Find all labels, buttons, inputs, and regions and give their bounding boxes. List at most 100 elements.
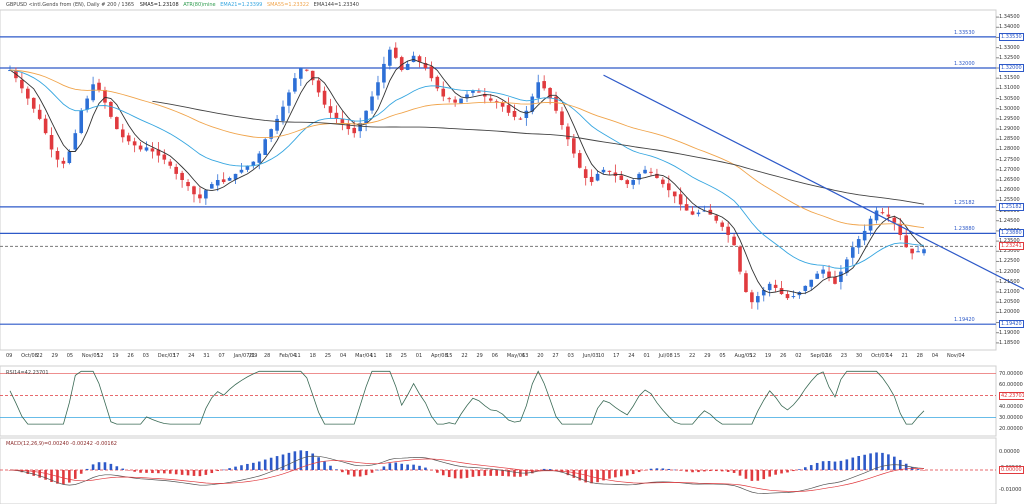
x-axis-label: 30	[855, 353, 863, 359]
x-axis-label: 25	[324, 353, 332, 359]
macd-signal-line	[9, 458, 924, 492]
x-axis-label: 11	[294, 353, 301, 359]
macd-histogram-bar	[234, 466, 237, 470]
candle-body	[79, 110, 84, 133]
x-axis-label: 01	[643, 353, 650, 359]
candle-body	[892, 217, 897, 223]
macd-histogram-bar	[554, 470, 558, 471]
macd-histogram-bar	[507, 470, 510, 477]
level-price-tag: 1.19420	[999, 320, 1024, 329]
candle-body	[221, 179, 226, 183]
candle-body	[922, 249, 926, 254]
macd-histogram-bar	[679, 470, 682, 471]
macd-histogram-bar	[263, 459, 267, 470]
macd-histogram-bar	[370, 470, 374, 473]
macd-histogram-bar	[299, 450, 303, 470]
sma5-line	[9, 58, 925, 295]
level-label: 1.25182	[954, 199, 975, 206]
macd-histogram-bar	[584, 470, 588, 483]
y-axis-label: 1.22500	[999, 258, 1020, 265]
x-axis-label: 14	[886, 353, 893, 359]
macd-histogram-bar	[346, 470, 350, 475]
level-label: 1.19420	[954, 317, 975, 324]
x-axis-label: 10	[597, 353, 605, 359]
candle-body	[773, 284, 778, 288]
y-axis-label: 1.31000	[999, 85, 1020, 92]
candle-body	[732, 236, 736, 246]
x-axis-label: 27	[552, 353, 559, 359]
macd-histogram-bar	[780, 470, 783, 474]
macd-histogram-bar	[174, 470, 178, 475]
y-axis-label: 1.19000	[999, 329, 1020, 336]
candle-body	[269, 129, 273, 139]
sma55-line	[9, 69, 925, 229]
macd-histogram-bar	[483, 470, 487, 476]
y-axis-label: 1.25500	[999, 197, 1020, 204]
candle-body	[91, 84, 95, 101]
macd-histogram-bar	[228, 468, 231, 470]
macd-histogram-bar	[293, 451, 297, 470]
macd-histogram-bar	[489, 470, 493, 476]
macd-histogram-bar	[875, 452, 878, 470]
macd-histogram-bar	[815, 462, 819, 470]
candle-body	[31, 97, 36, 109]
macd-histogram-bar	[887, 454, 890, 470]
macd-histogram-bar	[44, 470, 47, 480]
candle-body	[245, 165, 250, 170]
candle-body	[678, 194, 683, 205]
macd-histogram-bar	[91, 464, 95, 470]
candle-body	[37, 109, 42, 119]
macd-histogram-bar	[430, 470, 433, 471]
x-axis-label: Jun/03	[582, 353, 599, 359]
macd-histogram-bar	[382, 466, 386, 470]
sma55-value: SMA55=1.23322	[266, 2, 310, 8]
candle-body	[613, 172, 618, 176]
macd-histogram-bar	[477, 470, 481, 477]
macd-histogram-bar	[157, 470, 160, 474]
macd-histogram-bar	[269, 457, 273, 470]
candle-body	[447, 98, 451, 100]
y-axis-label: 1.24500	[999, 217, 1020, 224]
macd-histogram-bar	[744, 470, 748, 479]
candle-body	[815, 273, 819, 279]
macd-histogram-bar	[566, 470, 570, 476]
candle-body	[779, 288, 784, 295]
macd-histogram-bar	[127, 470, 131, 471]
candle-body	[643, 169, 647, 174]
macd-histogram-bar	[786, 470, 789, 473]
macd-histogram-bar	[649, 468, 653, 470]
rsi-axis-label: 20.00000	[999, 425, 1023, 432]
macd-histogram-bar	[329, 465, 332, 470]
level-label: 1.32000	[954, 61, 975, 67]
candle-body	[845, 259, 849, 273]
sma5-value: SMA5=1.23108	[139, 2, 179, 8]
y-axis-label: 1.22000	[999, 268, 1020, 275]
candle-body	[488, 98, 493, 101]
x-axis-label: 03	[142, 353, 149, 359]
macd-histogram-bar	[246, 463, 249, 470]
candle-body	[506, 105, 511, 113]
candle-body	[61, 160, 66, 164]
candle-body	[162, 154, 167, 160]
candle-body	[275, 118, 279, 131]
macd-histogram-bar	[388, 463, 392, 470]
macd-histogram-bar	[572, 470, 576, 478]
macd-histogram-bar	[750, 470, 754, 481]
macd-histogram-bar	[637, 470, 641, 473]
macd-histogram-bar	[792, 470, 795, 472]
candle-body	[281, 106, 285, 121]
macd-histogram-bar	[222, 469, 225, 471]
candle-body	[750, 292, 754, 303]
candle-body	[726, 226, 730, 235]
x-axis-label: 07	[218, 353, 225, 359]
candle-body	[666, 183, 671, 191]
candle-body	[67, 151, 72, 164]
macd-histogram-bar	[714, 470, 718, 472]
candle-body	[856, 239, 861, 248]
macd-histogram-bar	[240, 465, 243, 470]
candle-body	[340, 119, 345, 123]
x-axis-label: 09	[6, 353, 13, 359]
candle-body	[287, 92, 291, 106]
candle-body	[399, 57, 404, 71]
